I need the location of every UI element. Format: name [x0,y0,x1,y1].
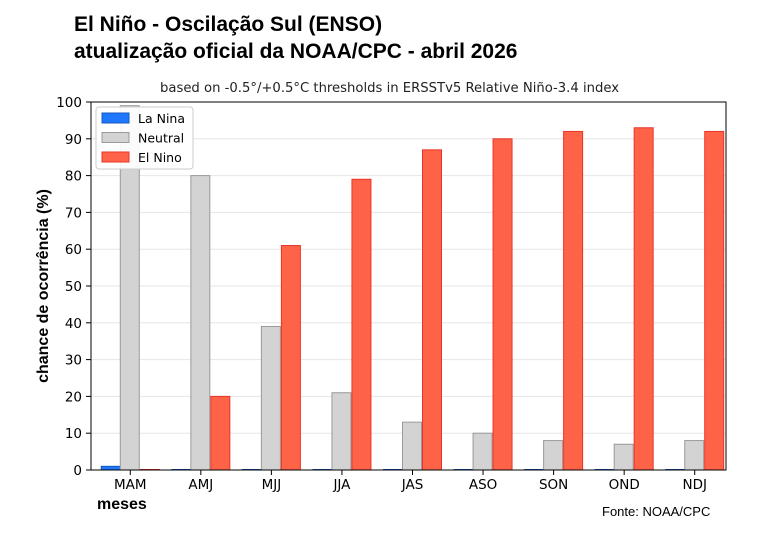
x-tick-label-mam: MAM [114,477,147,493]
bar-el-nino-mjj [280,245,301,471]
bar-el-nino-jja [351,178,372,471]
x-tick-label-jas: JAS [401,477,424,493]
legend-label-el-nino: El Nino [138,150,182,165]
chart-title-line-2: atualização oficial da NOAA/CPC - abril … [74,40,518,63]
bar-el-nino-amj [210,395,231,471]
x-axis-label: meses [97,496,147,513]
x-tick-label-aso: ASO [469,477,497,493]
legend-swatch-el-nino [101,151,130,163]
bar-la-nina-mam [100,465,121,471]
bar-el-nino-ond [633,127,654,471]
bar-neutral-amj [190,175,211,471]
y-tick-label: 80 [65,169,82,185]
legend-swatch-la-nina [101,112,130,124]
bar-neutral-jja [331,392,352,471]
bar-el-nino-ndj [704,130,725,471]
y-tick-label: 70 [65,205,82,221]
x-tick-label-son: SON [539,477,568,493]
y-tick-label: 90 [65,132,82,148]
y-tick-label: 20 [65,389,82,405]
y-tick-label: 10 [65,426,82,442]
y-axis-label: chance de ocorrência (%) [35,189,52,383]
plot-frame [90,101,727,471]
bar-neutral-son [543,440,564,471]
bar-neutral-mjj [260,325,281,471]
x-tick-label-ond: OND [609,477,640,493]
y-tick-label: 30 [65,353,82,369]
x-tick-label-amj: AMJ [188,477,213,493]
y-tick-label: 0 [73,463,82,479]
legend-label-neutral: Neutral [138,131,184,146]
y-tick-label: 40 [65,316,82,332]
bar-neutral-aso [472,432,493,471]
bar-neutral-jas [402,421,422,471]
y-tick-label: 60 [65,242,82,258]
bar-el-nino-jas [422,149,442,471]
source-credit: Fonte: NOAA/CPC [602,504,711,519]
bar-el-nino-son [563,130,584,471]
bar-neutral-ndj [684,440,705,471]
bar-neutral-ond [613,443,634,471]
legend-swatch-neutral [101,132,130,143]
y-tick-label: 100 [56,95,82,111]
x-tick-label-ndj: NDJ [682,477,706,493]
y-tick-label: 50 [65,279,82,295]
x-tick-label-jja: JJA [332,477,351,493]
legend-label-la-nina: La Nina [138,111,185,126]
x-tick-label-mjj: MJJ [262,477,282,493]
bar-el-nino-aso [492,138,513,471]
chart-title-line-1: El Niño - Oscilação Sul (ENSO) [74,13,383,36]
chart-subtitle: based on -0.5°/+0.5°C thresholds in ERSS… [160,81,620,96]
